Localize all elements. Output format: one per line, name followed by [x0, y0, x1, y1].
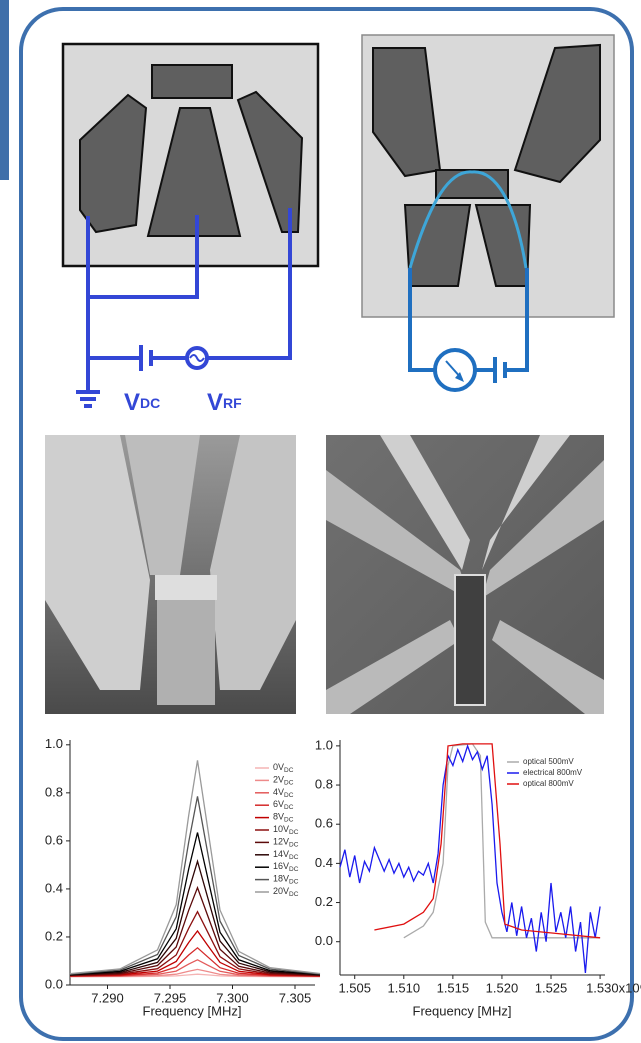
legend-subscript: DC [289, 891, 299, 898]
x-tick-label: 7.305 [279, 990, 312, 1005]
vdc-subscript: DC [140, 395, 160, 411]
legend-name: 4V [273, 787, 284, 797]
legend-name: 12V [273, 837, 289, 847]
side-tab [0, 0, 9, 180]
legend-subscript: DC [284, 804, 294, 811]
x-tick-label: 1.505 [338, 980, 371, 995]
y-tick-label: 0.6 [45, 832, 63, 847]
y-tick-label: 0.4 [315, 855, 333, 870]
legend-entry: electrical 800mV [523, 768, 583, 777]
x-axis-title: Frequency [MHz] [143, 1003, 242, 1018]
x-tick-label: 1.525 [535, 980, 568, 995]
legend-subscript: DC [289, 854, 299, 861]
vrf-subscript: RF [223, 395, 242, 411]
y-tick-label: 0.4 [45, 880, 63, 895]
x-tick-label: 1.515 [437, 980, 470, 995]
legend-name: 18V [273, 874, 289, 884]
legend-name: optical 500mV [523, 757, 574, 766]
legend-subscript: DC [284, 779, 294, 786]
legend-name: 16V [273, 862, 289, 872]
x-tick-label: 7.290 [91, 990, 124, 1005]
figure-panel: VDC VRF [0, 0, 641, 1043]
y-tick-label: 0.8 [45, 784, 63, 799]
legend-subscript: DC [289, 841, 299, 848]
legend-name: electrical 800mV [523, 768, 583, 777]
legend-name: 0V [273, 762, 284, 772]
y-tick-label: 0.2 [45, 928, 63, 943]
legend-entry: optical 800mV [523, 779, 574, 788]
y-tick-label: 0.2 [315, 894, 333, 909]
legend-name: 8V [273, 812, 284, 822]
legend-subscript: DC [289, 829, 299, 836]
y-tick-label: 0.6 [315, 816, 333, 831]
x-tick-label: 1.530x10⁶ [586, 980, 641, 995]
legend-name: optical 800mV [523, 779, 574, 788]
x-tick-label: 1.520 [486, 980, 519, 995]
y-tick-label: 1.0 [315, 737, 333, 752]
vdc-symbol: V [124, 389, 140, 416]
legend-name: 6V [273, 800, 284, 810]
vrf-symbol: V [207, 389, 223, 416]
legend-subscript: DC [284, 792, 294, 799]
legend-name: 14V [273, 849, 289, 859]
x-axis-title: Frequency [MHz] [413, 1003, 512, 1018]
y-tick-label: 1.0 [45, 736, 63, 751]
legend-name: 20V [273, 886, 289, 896]
y-tick-label: 0.0 [315, 933, 333, 948]
y-tick-label: 0.0 [45, 976, 63, 991]
legend-subscript: DC [284, 816, 294, 823]
legend-subscript: DC [284, 767, 294, 774]
legend-subscript: DC [289, 866, 299, 873]
legend-entry: optical 500mV [523, 757, 574, 766]
legend-subscript: DC [289, 878, 299, 885]
sem-image-left [45, 435, 296, 714]
legend-name: 10V [273, 824, 289, 834]
legend-name: 2V [273, 775, 284, 785]
y-tick-label: 0.8 [315, 776, 333, 791]
x-tick-label: 1.510 [388, 980, 421, 995]
sem-image-right [326, 435, 604, 714]
